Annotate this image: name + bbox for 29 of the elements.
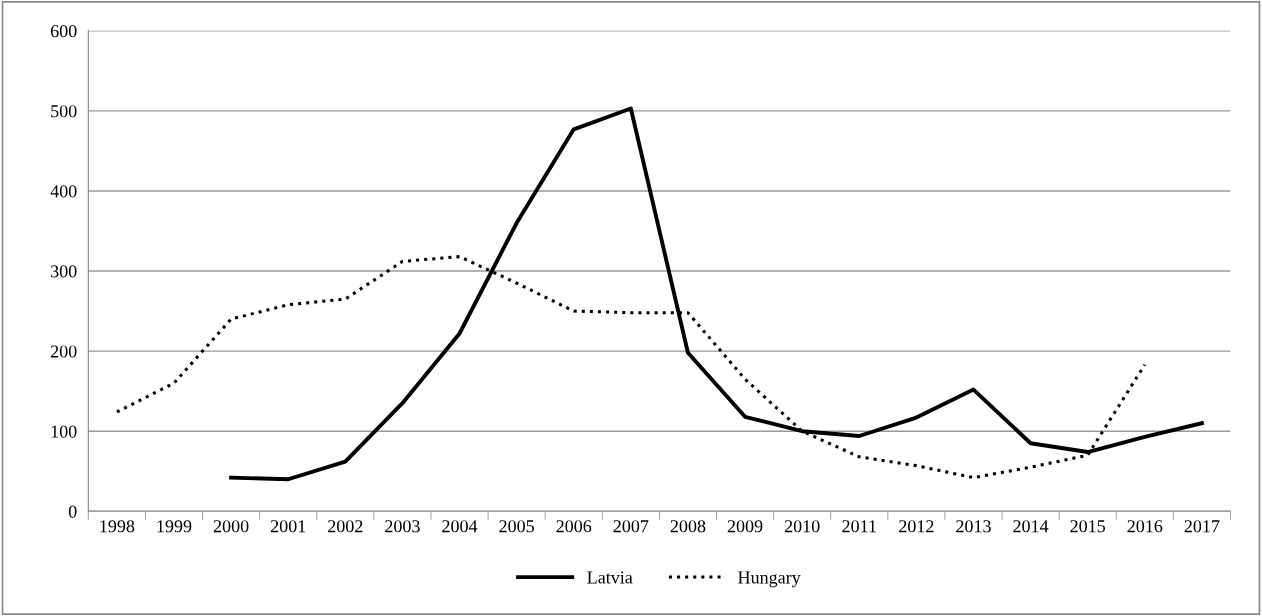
y-tick-label: 200	[50, 345, 77, 358]
x-tick-label: 2017	[1184, 520, 1220, 533]
legend-label: Hungary	[738, 571, 801, 588]
y-tick-label: 0	[68, 505, 77, 518]
x-tick-label: 1999	[157, 520, 192, 533]
x-tick-label: 2002	[328, 520, 363, 533]
x-tick-label: 2007	[613, 520, 649, 533]
x-tick-label: 2000	[213, 520, 249, 533]
x-tick-label: 2012	[899, 520, 934, 533]
x-tick-label: 2004	[442, 520, 478, 533]
x-tick-label: 2011	[842, 520, 876, 533]
x-tick-label: 2003	[385, 520, 420, 533]
x-tick-label: 1998	[100, 520, 135, 533]
legend-label: Latvia	[587, 571, 633, 584]
y-tick-label: 100	[51, 425, 77, 438]
x-tick-label: 2014	[1013, 520, 1049, 533]
x-tick-label: 2009	[727, 520, 763, 533]
x-tick-label: 2016	[1127, 520, 1163, 533]
x-tick-label: 2013	[956, 520, 991, 533]
y-tick-label: 400	[50, 185, 77, 198]
y-tick-label: 300	[51, 265, 77, 278]
x-tick-label: 2010	[784, 520, 820, 533]
y-tick-label: 500	[51, 105, 77, 118]
x-tick-label: 2015	[1070, 520, 1106, 533]
x-tick-label: 2006	[556, 520, 592, 533]
x-tick-label: 2008	[670, 520, 706, 533]
x-tick-label: 2005	[499, 520, 534, 533]
x-tick-label: 2001	[270, 520, 306, 533]
y-tick-label: 600	[50, 25, 77, 38]
